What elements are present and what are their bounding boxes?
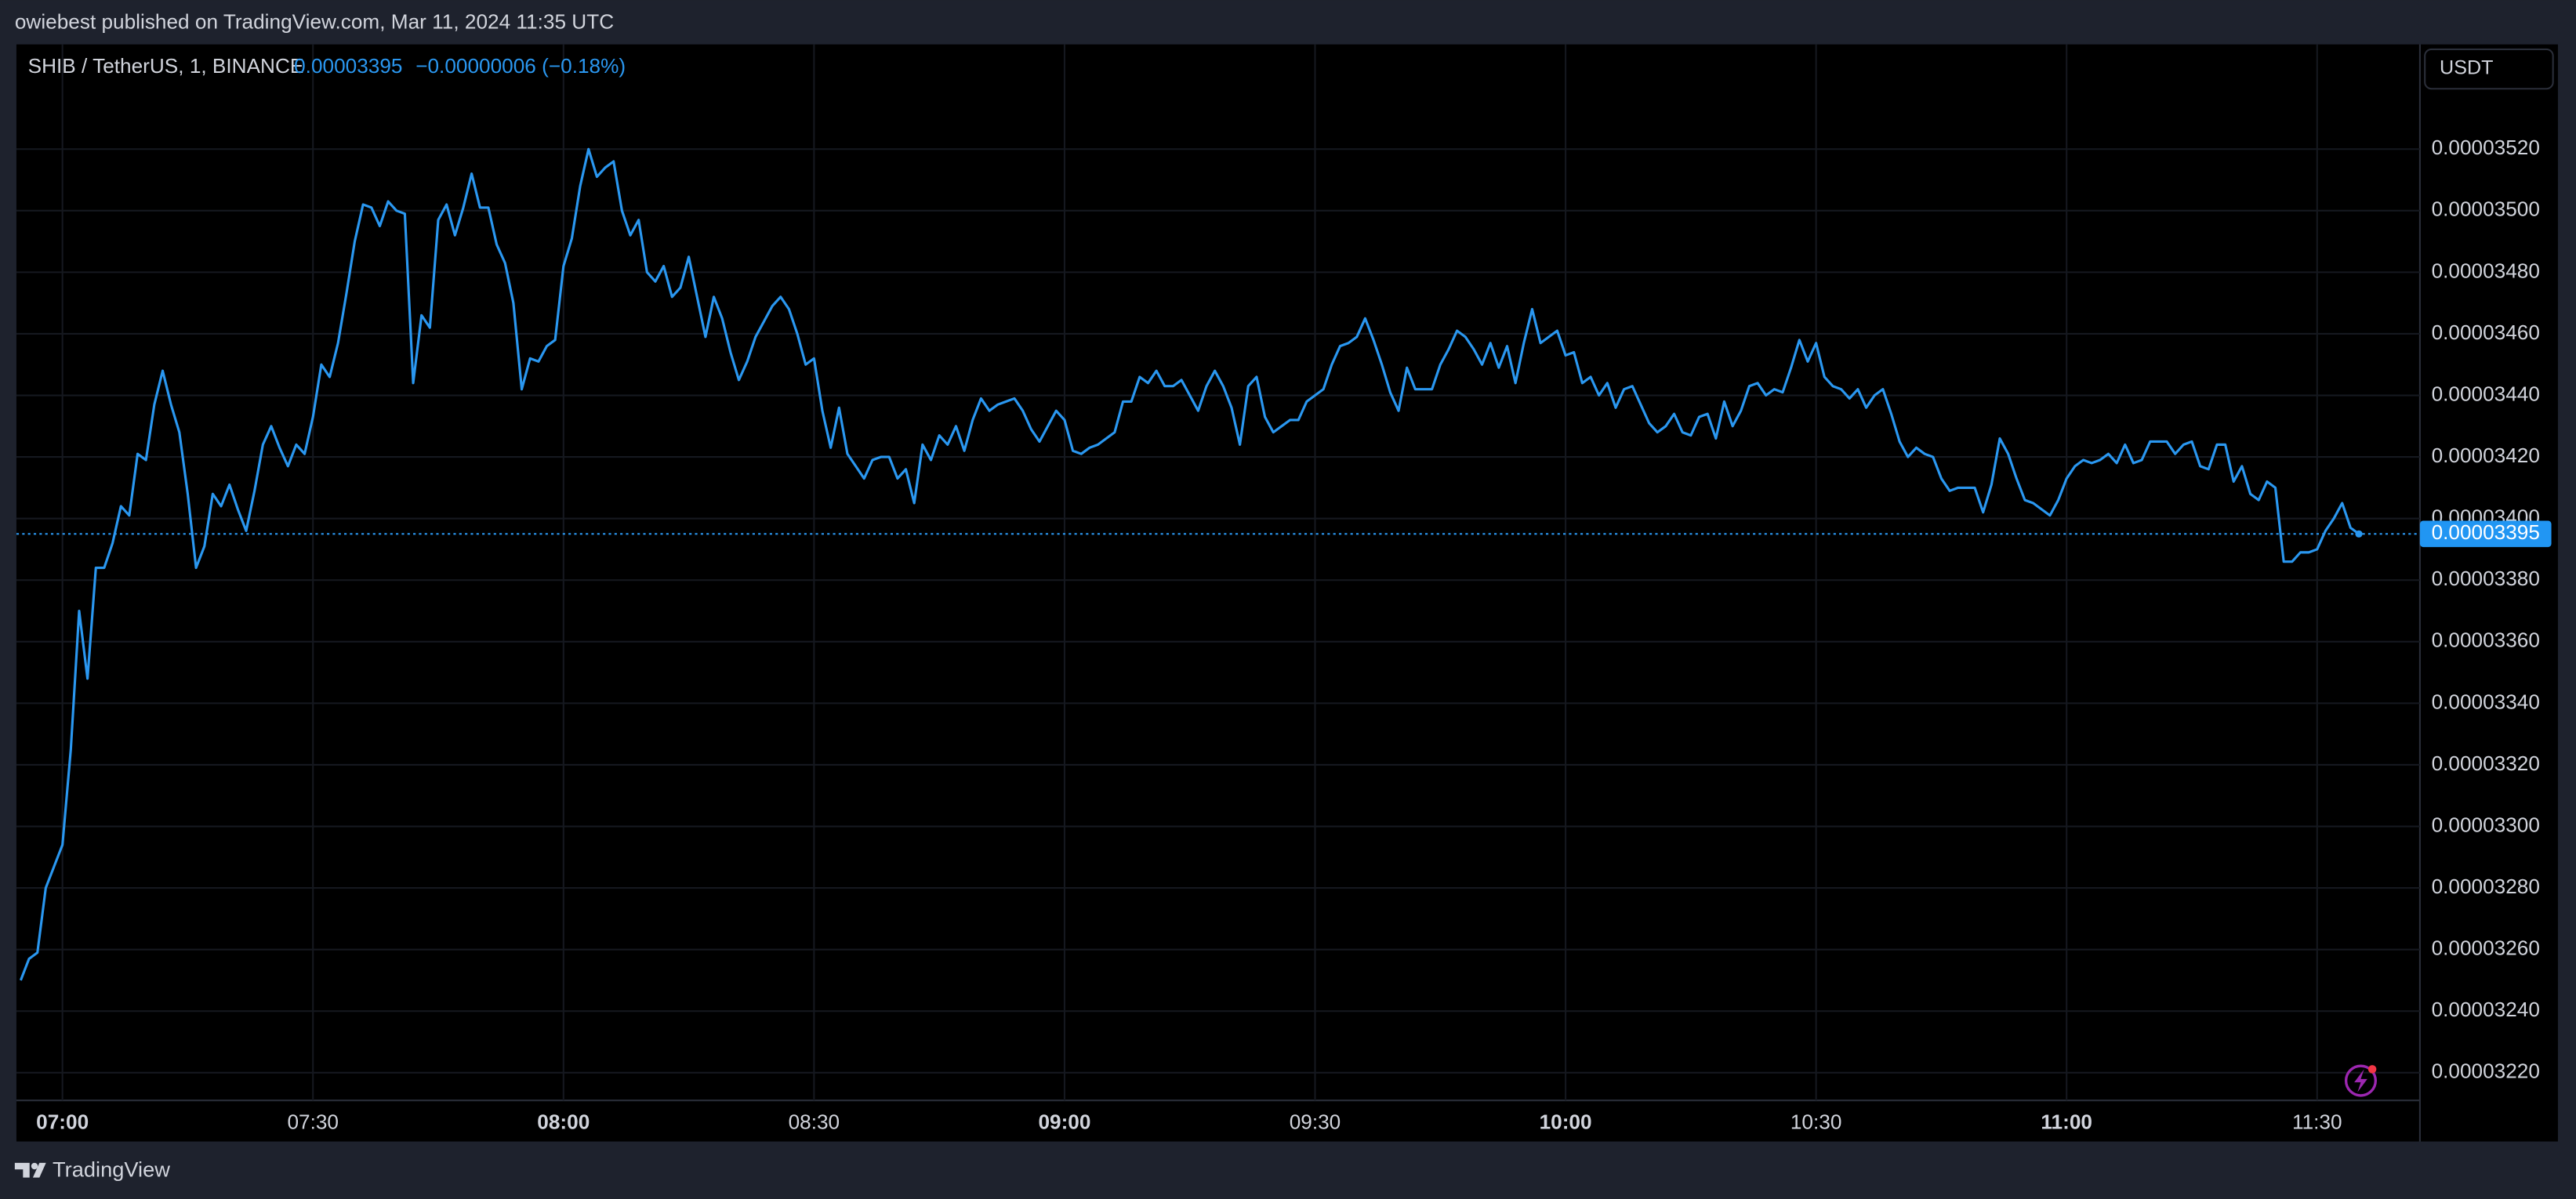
y-tick-label: 0.00003460 [2432,321,2540,344]
currency-label[interactable]: USDT [2440,57,2493,79]
publish-header: owiebest published on TradingView.com, M… [15,9,614,33]
x-tick-label: 09:30 [1290,1110,1341,1133]
grid [16,44,2420,1101]
y-tick-label: 0.00003340 [2432,690,2540,713]
price-line [19,147,2360,981]
y-tick-label: 0.00003480 [2432,259,2540,282]
x-tick-label: 07:00 [36,1110,89,1133]
x-tick-label: 08:00 [537,1110,590,1133]
y-tick-label: 0.00003440 [2432,382,2540,405]
x-tick-label: 10:30 [1791,1110,1842,1133]
y-tick-label: 0.00003220 [2432,1060,2540,1083]
y-tick-label: 0.00003260 [2432,936,2540,960]
currency-button[interactable] [2424,48,2554,90]
logo-dot [31,1162,38,1170]
x-tick-label: 11:30 [2292,1110,2342,1133]
y-tick-label: 0.00003420 [2432,444,2540,467]
logo-mark [14,1162,46,1178]
icon-dot [2367,1065,2377,1074]
icon-ring [2344,1064,2378,1097]
y-tick-label: 0.00003300 [2432,813,2540,836]
y-tick-label: 0.00003360 [2432,628,2540,652]
y-tick-label: 0.00003320 [2432,752,2540,775]
last-price-label: 0.00003395 [2432,520,2540,544]
y-tick-label: 0.00003500 [2432,197,2540,221]
x-tick-label: 10:00 [1540,1110,1592,1133]
y-tick-label: 0.00003240 [2432,998,2540,1021]
last-price-tag [2419,520,2552,548]
x-tick-label: 09:00 [1038,1110,1090,1133]
y-tick-label: 0.00003380 [2432,567,2540,590]
axes: 0.00003220 0.00003240 0.00003260 0.00003280… [36,136,2552,1133]
symbol-title: SHIB / TetherUS, 1, BINANCE [28,54,304,78]
header-change: −0.00000006 (−0.18%) [415,54,626,78]
y-tick-label: 0.00003520 [2432,136,2540,159]
x-tick-label: 08:30 [789,1110,840,1133]
footer-brand: TradingView [53,1157,170,1181]
chart-panel [16,44,2558,1142]
x-tick-label: 11:00 [2041,1110,2092,1133]
lightning-icon[interactable] [2344,1064,2378,1097]
icon-bolt [2354,1069,2367,1092]
plot [16,147,2420,981]
x-tick-label: 07:30 [287,1110,339,1133]
y-tick-label: 0.00003280 [2432,875,2540,898]
tradingview-logo [14,1162,46,1178]
header-price: 0.00003395 [294,54,402,78]
